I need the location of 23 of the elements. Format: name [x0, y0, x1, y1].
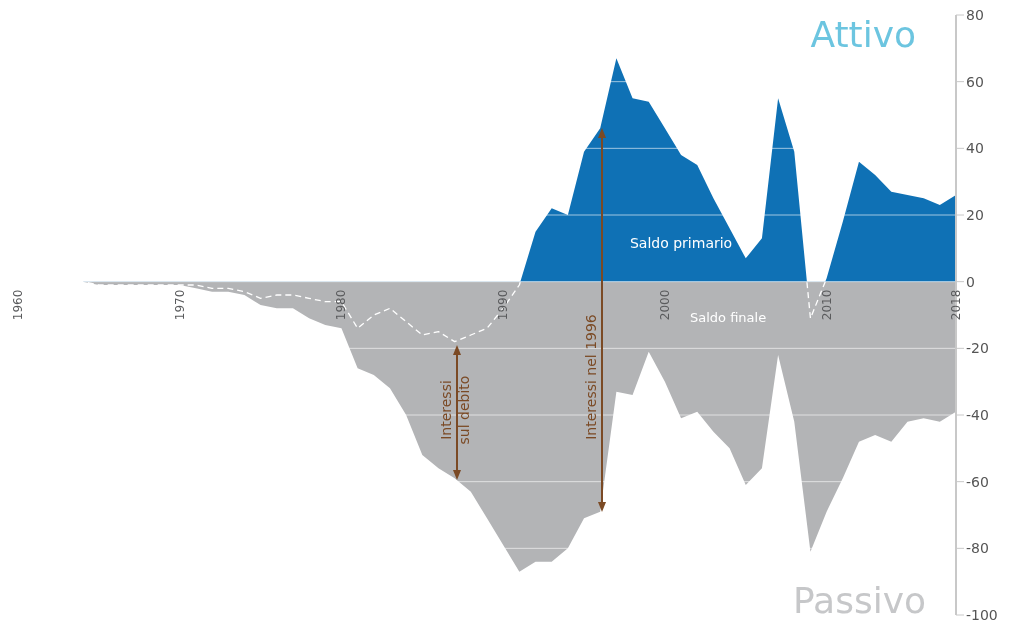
y-tick-label: 20: [966, 206, 984, 223]
annotation: Interessi sul debito: [438, 375, 472, 445]
y-tick-label: -80: [966, 540, 989, 557]
y-tick-label: -40: [966, 406, 989, 423]
x-tick-label: 1990: [496, 289, 511, 321]
x-tick-label: 1960: [11, 289, 25, 321]
y-tick-label: -60: [966, 473, 989, 490]
y-tick-label: 0: [966, 273, 975, 290]
y-tick-label: -20: [966, 340, 989, 357]
annotation: Attivo: [810, 14, 916, 55]
x-tick-label: 2010: [819, 289, 834, 321]
y-tick-label: 60: [966, 73, 984, 90]
x-tick-label: 2018: [949, 289, 963, 321]
y-tick-label: 80: [966, 6, 984, 23]
annotation: Interessi nel 1996: [583, 314, 599, 440]
y-tick-label: -100: [966, 606, 998, 623]
y-tick-label: 40: [966, 140, 984, 157]
annotation: Passivo: [793, 580, 926, 621]
x-tick-label: 2000: [657, 289, 672, 321]
x-tick-label: 1970: [172, 289, 187, 321]
x-tick-label: 1980: [334, 289, 349, 321]
series-label: Saldo finale: [690, 309, 767, 325]
series-label: Saldo primario: [629, 235, 733, 252]
